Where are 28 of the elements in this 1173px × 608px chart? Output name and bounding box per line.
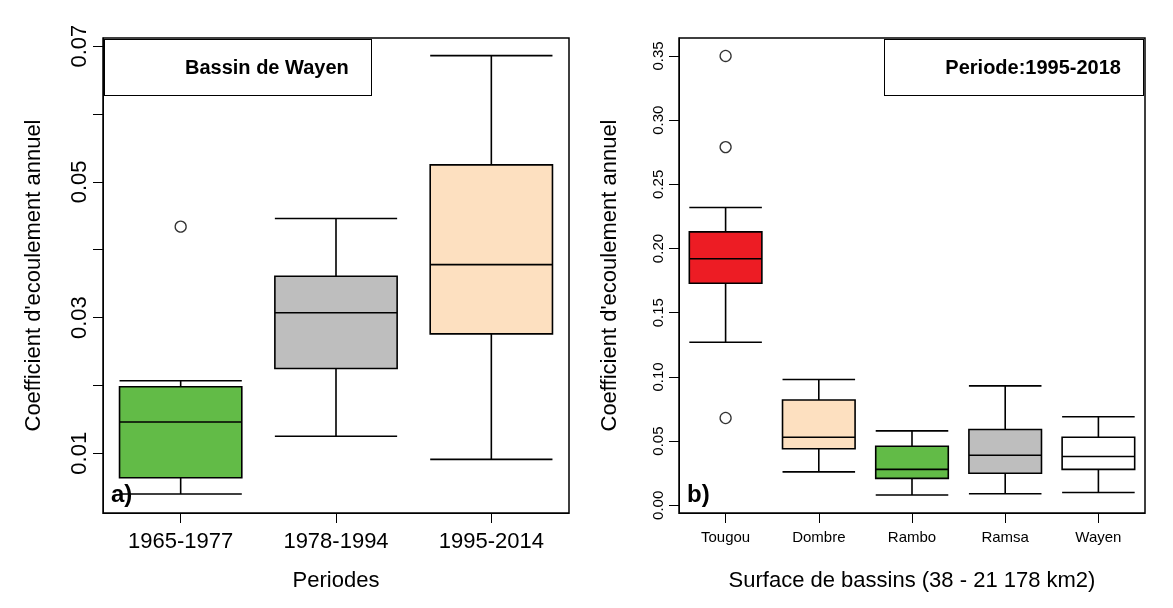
x-axis-title: Surface de bassins (38 - 21 178 km2) <box>728 566 1096 592</box>
y-tick-label: 0.10 <box>649 362 666 392</box>
x-tick-label: Tougou <box>700 528 751 545</box>
y-axis-title: Coefficient d'ecoulement annuel <box>595 119 621 432</box>
text: Bassin de Wayen <box>185 56 349 78</box>
x-axis-title: Periodes <box>292 566 380 592</box>
y-tick-label: 0.00 <box>649 490 666 520</box>
x-tick-label: 1965-1977 <box>128 527 234 553</box>
y-tick-label: 0.35 <box>649 41 666 71</box>
y-tick-label: 0.15 <box>649 298 666 328</box>
x-tick-label: Rambo <box>887 528 937 545</box>
y-tick-label: 0.07 <box>65 24 91 68</box>
y-axis-title: Coefficient d'ecoulement annuel <box>19 119 45 432</box>
annotation: a) <box>111 479 133 507</box>
y-tick-label: 0.03 <box>65 296 91 339</box>
y-tick-label: 0.05 <box>65 160 91 204</box>
text: Periode:1995-2018 <box>945 56 1121 78</box>
x-tick-label: Dombre <box>792 528 846 545</box>
x-tick-label: 1978-1994 <box>283 527 389 553</box>
y-tick-label: 0.01 <box>65 431 91 475</box>
y-tick-label: 0.05 <box>649 426 666 456</box>
x-tick-label: Ramsa <box>981 528 1030 545</box>
y-tick-label: 0.20 <box>649 233 666 264</box>
y-tick-label: 0.25 <box>649 169 666 199</box>
x-tick-label: 1995-2014 <box>438 527 544 553</box>
annotation: b) <box>687 479 710 507</box>
x-tick-label: Wayen <box>1075 528 1122 545</box>
y-tick-label: 0.30 <box>649 105 666 135</box>
